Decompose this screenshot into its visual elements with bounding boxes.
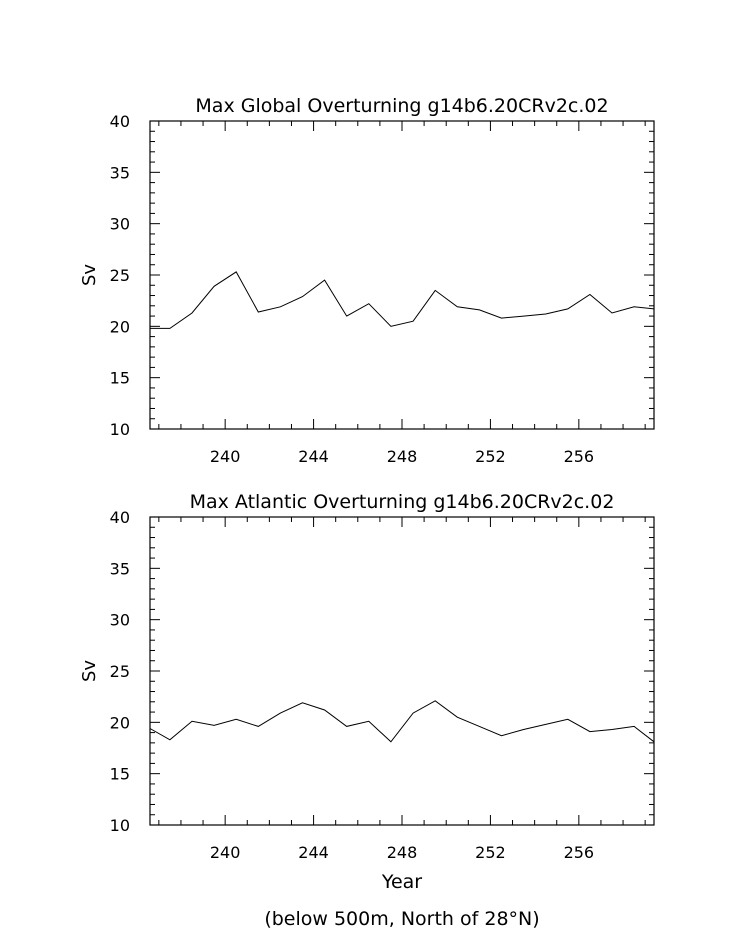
x-tick-label-atlantic: 256	[564, 843, 595, 862]
x-tick-label-atlantic: 248	[387, 843, 418, 862]
plot-frame-global	[149, 120, 655, 430]
y-axis-label-global: Sv	[79, 264, 100, 286]
chart-title-global: Max Global Overturning g14b6.20CRv2c.02	[195, 95, 608, 117]
y-tick-label-atlantic: 40	[110, 508, 130, 527]
y-tick-label-atlantic: 30	[110, 611, 130, 630]
x-tick-label-global: 244	[298, 447, 329, 466]
plot-frame-atlantic	[149, 516, 655, 826]
y-tick-label-global: 40	[110, 112, 130, 131]
x-tick-label-atlantic: 244	[298, 843, 329, 862]
series-line-global	[150, 271, 655, 329]
y-tick-label-atlantic: 10	[110, 816, 130, 835]
x-axis-label-atlantic: Year	[381, 871, 422, 893]
y-tick-label-global: 10	[110, 420, 130, 439]
y-tick-label-atlantic: 35	[110, 559, 130, 578]
x-tick-label-global: 240	[210, 447, 241, 466]
y-tick-label-atlantic: 15	[110, 765, 130, 784]
y-tick-label-atlantic: 20	[110, 713, 130, 732]
y-tick-label-global: 35	[110, 163, 130, 182]
x-tick-label-atlantic: 252	[475, 843, 506, 862]
y-tick-label-global: 25	[110, 266, 130, 285]
x-tick-label-atlantic: 240	[210, 843, 241, 862]
panel-atlantic-overturning: 240 244 248 252 256 10 15 20 25 30 35 40 Max Atlanti…	[79, 491, 655, 893]
y-tick-label-atlantic: 25	[110, 662, 130, 681]
x-tick-label-global: 256	[564, 447, 595, 466]
footnote: (below 500m, North of 28°N)	[264, 908, 539, 930]
series-line-atlantic	[149, 700, 655, 743]
panel-global-overturning: 240 244 248 252 256 10 15 20 25 30 35 40 Max Global …	[79, 95, 655, 466]
chart-title-atlantic: Max Atlantic Overturning g14b6.20CRv2c.0…	[190, 491, 615, 513]
x-tick-label-global: 248	[387, 447, 418, 466]
y-tick-label-global: 15	[110, 369, 130, 388]
y-axis-label-atlantic: Sv	[79, 660, 100, 682]
x-tick-label-global: 252	[475, 447, 506, 466]
y-tick-label-global: 30	[110, 215, 130, 234]
y-tick-label-global: 20	[110, 317, 130, 336]
